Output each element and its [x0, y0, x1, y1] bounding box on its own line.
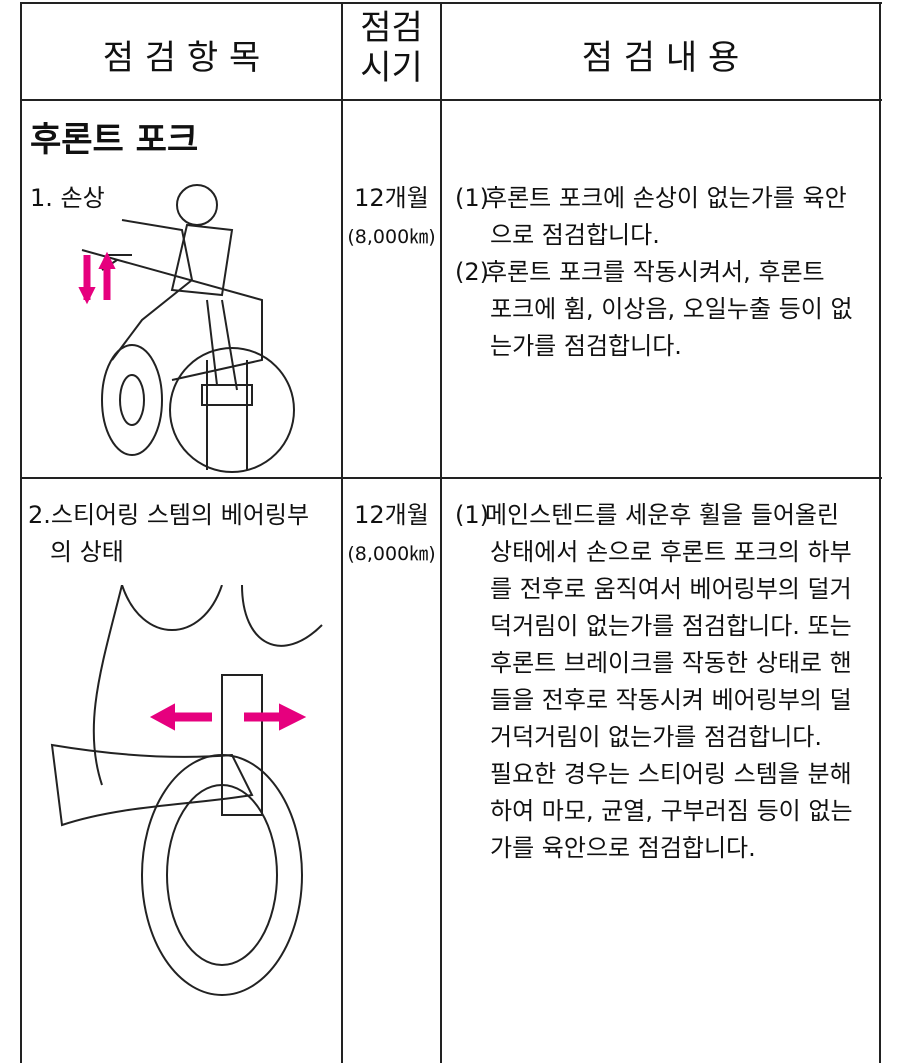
illustration-fork — [78, 184, 295, 473]
content-line: 필요한 경우는 스티어링 스템을 분해 — [490, 760, 852, 788]
content-line: 덕거림이 없는가를 점검합니다. 또는 — [490, 612, 852, 640]
content-line: 후론트 포크를 작동시켜서, 후론트 — [485, 258, 825, 286]
header-content: 점 검 내 용 — [581, 38, 740, 78]
content-marker: (1) — [455, 501, 489, 529]
content-marker: (1) — [455, 184, 489, 212]
content-line: 포크에 휨, 이상음, 오일누출 등이 없 — [490, 295, 853, 323]
header-period-line: 시기 — [360, 48, 423, 88]
border — [341, 2, 343, 1063]
border — [20, 2, 22, 1063]
content-line: 들을 전후로 작동시켜 베어링부의 덜 — [490, 686, 852, 714]
period: 12개월 — [354, 501, 429, 529]
item-text: 의 상태 — [50, 538, 124, 566]
content-line: 거덕거림이 없는가를 점검합니다. — [490, 723, 823, 751]
header-period: 점검 시기 — [343, 8, 440, 88]
illustration-steering — [50, 585, 323, 996]
distance: (8,000㎞) — [347, 226, 436, 248]
content-line: 하여 마모, 균열, 구부러짐 등이 없는 — [490, 797, 853, 825]
period: 12개월 — [354, 184, 429, 212]
content-line: 후론트 포크에 손상이 없는가를 육안 — [485, 184, 847, 212]
content-line: 메인스텐드를 세운후 휠을 들어올린 — [485, 501, 840, 529]
content-line: 가를 육안으로 점검합니다. — [490, 834, 756, 862]
border — [20, 477, 882, 479]
item-text: 1. 손상 — [30, 184, 105, 212]
content-line: 상태에서 손으로 후론트 포크의 하부 — [490, 538, 852, 566]
content-line: 으로 점검합니다. — [490, 221, 660, 249]
content-marker: (2) — [455, 258, 489, 286]
content-line: 후론트 브레이크를 작동한 상태로 핸 — [490, 649, 852, 677]
header-item: 점 검 항 목 — [102, 38, 261, 78]
item-text: 2.스티어링 스템의 베어링부 — [28, 501, 310, 529]
content-line: 를 전후로 움직여서 베어링부의 덜거 — [490, 575, 852, 603]
distance: (8,000㎞) — [347, 543, 436, 565]
section-title: 후론트 포크 — [30, 120, 199, 160]
border — [20, 2, 882, 4]
border — [440, 2, 442, 1063]
header-period-line: 점검 — [360, 8, 423, 48]
border — [20, 99, 882, 101]
content-line: 는가를 점검합니다. — [490, 332, 682, 360]
border — [879, 2, 881, 1063]
